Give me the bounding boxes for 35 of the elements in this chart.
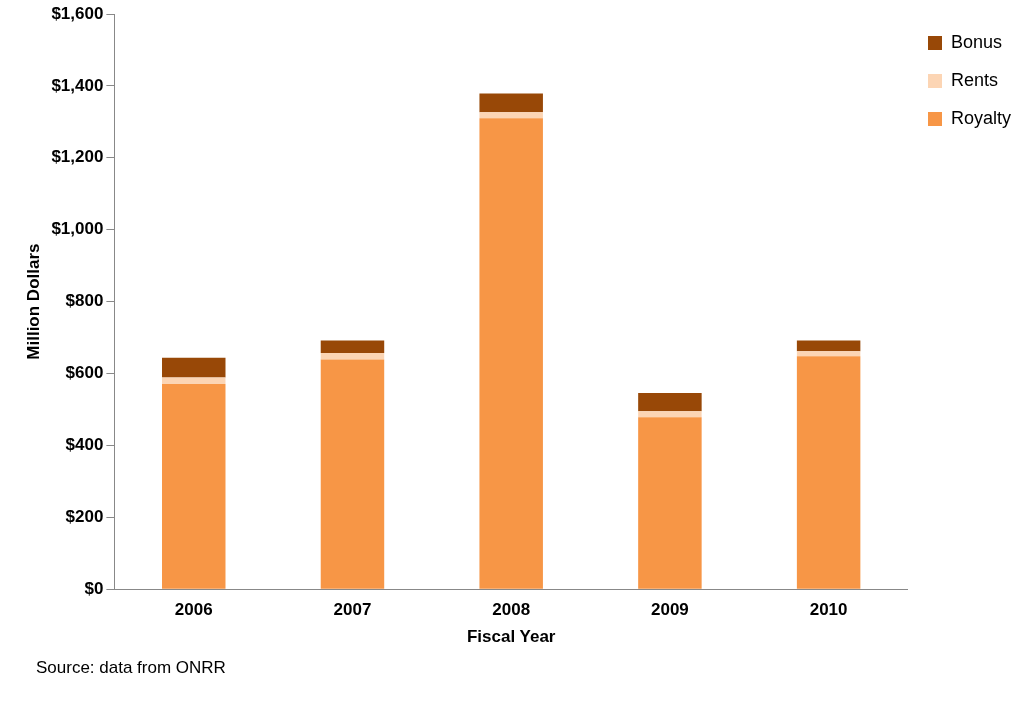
- y-tick-label: $200: [65, 506, 104, 526]
- y-tick-label: $1,000: [51, 219, 104, 239]
- y-axis-title: Million Dollars: [23, 243, 43, 360]
- y-tick-label: $1,600: [51, 3, 104, 23]
- y-tick-label: $1,400: [51, 75, 104, 95]
- y-tick-label: $800: [65, 291, 104, 311]
- bar: [796, 340, 861, 352]
- bar: [796, 351, 861, 357]
- x-axis-title: Fiscal Year: [466, 627, 556, 647]
- bar: [638, 411, 702, 418]
- bar: [162, 377, 226, 384]
- bar: [796, 356, 861, 589]
- x-tick-label: 2008: [492, 600, 531, 620]
- bar: [479, 112, 543, 119]
- bar: [638, 392, 702, 412]
- bar: [162, 383, 226, 589]
- bar: [638, 417, 702, 589]
- y-tick-label: $1,200: [51, 147, 104, 167]
- bar: [320, 353, 385, 360]
- y-tick-label: $0: [84, 578, 104, 598]
- legend-label: Rents: [950, 69, 999, 90]
- y-tick-label: $600: [65, 363, 104, 383]
- bar: [320, 340, 385, 354]
- bar: [479, 118, 543, 589]
- bar: [479, 93, 543, 113]
- y-tick-label: $400: [65, 435, 104, 455]
- x-tick-label: 2006: [174, 600, 213, 620]
- x-tick-label: 2010: [809, 600, 848, 620]
- x-tick-label: 2009: [650, 600, 689, 620]
- bar: [320, 359, 385, 589]
- legend-label: Bonus: [950, 31, 1003, 52]
- x-tick-label: 2007: [333, 600, 372, 620]
- source-note: Source: data from ONRR: [36, 658, 226, 678]
- bar: [162, 357, 226, 378]
- legend-label: Royalty: [950, 107, 1012, 128]
